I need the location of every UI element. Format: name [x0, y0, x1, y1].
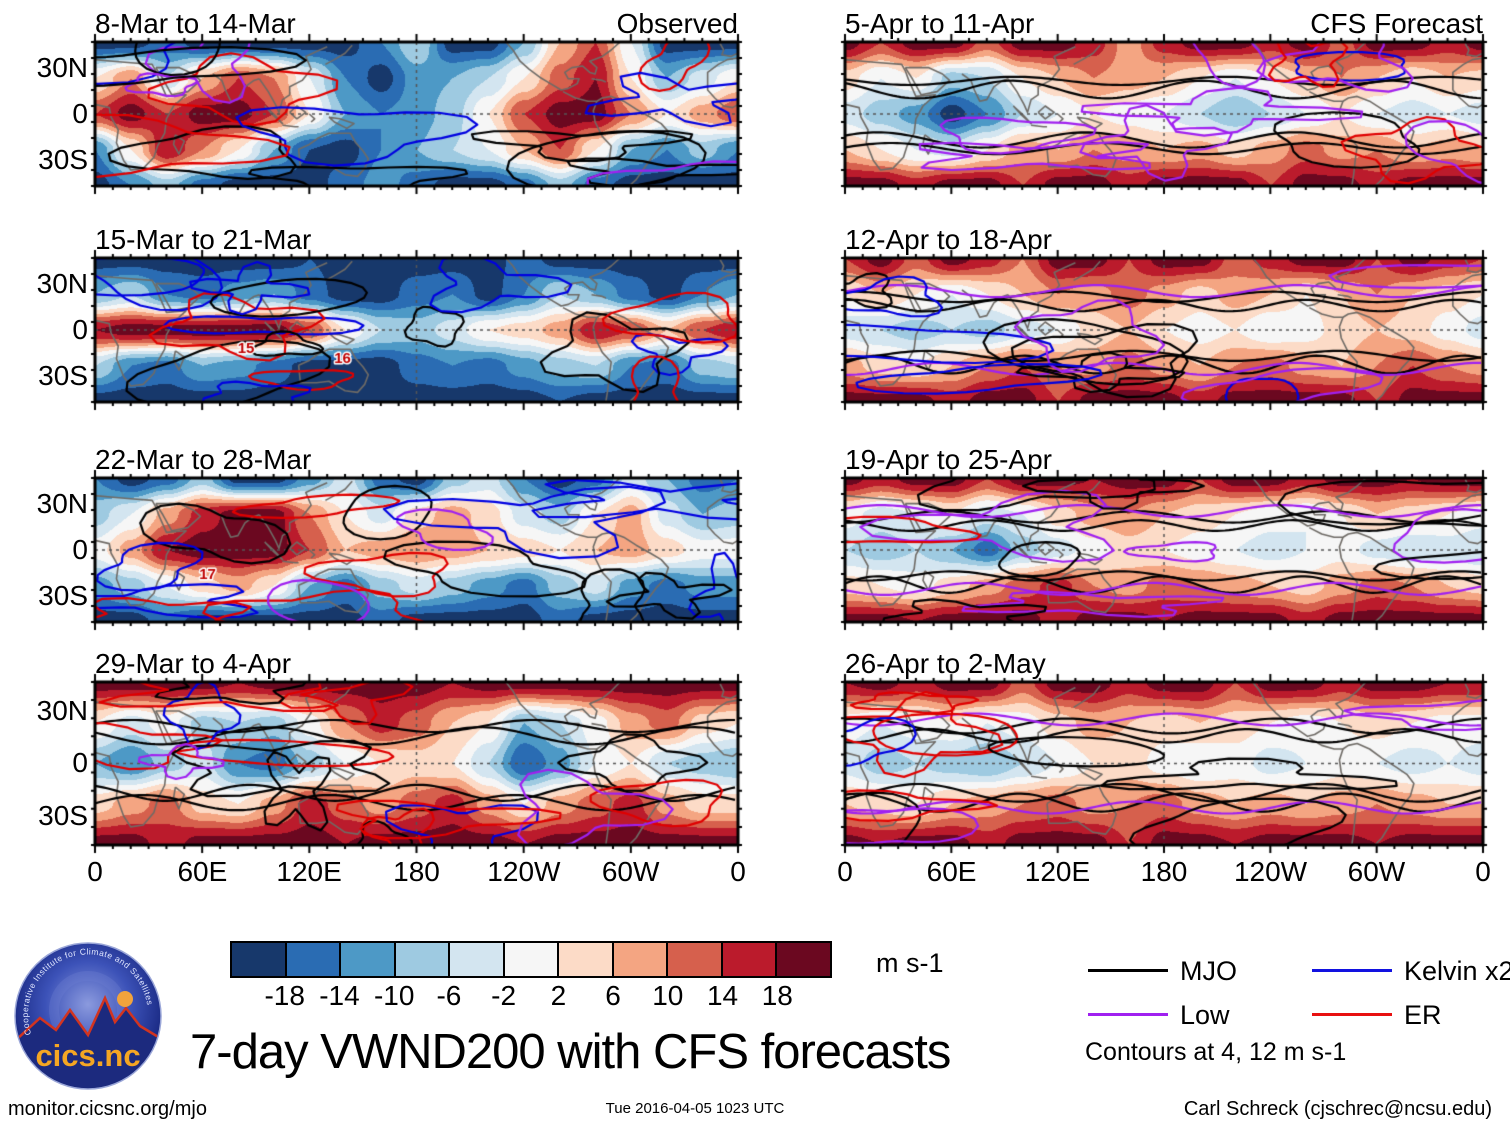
legend-label-kelvin: Kelvin x2 — [1404, 956, 1510, 986]
y-tick-label: 30N — [36, 52, 88, 83]
logo-wordmark: cics.nc — [35, 1038, 140, 1073]
colorbar — [230, 941, 832, 978]
x-tick-label: 60E — [926, 856, 977, 887]
map-canvas-forecast-week2 — [835, 248, 1493, 412]
x-axis-labels-left: 0 60E 120E 180 120W 60W 0 — [87, 856, 746, 890]
colorbar-cell — [613, 943, 669, 976]
x-tick-label: 180 — [393, 856, 440, 887]
x-tick-label: 0 — [730, 856, 746, 887]
y-tick-label: 30S — [38, 800, 88, 831]
logo-ridge-line — [16, 994, 160, 1041]
colorbar-tick-label: -18 — [264, 980, 305, 1011]
y-tick-label: 30N — [36, 695, 88, 726]
y-tick-label: 0 — [72, 747, 88, 778]
map-canvas-observed-week1 — [85, 32, 748, 196]
legend-label-low: Low — [1180, 1000, 1230, 1030]
colorbar-cell — [504, 943, 560, 976]
legend-label-er: ER — [1404, 1000, 1442, 1030]
colorbar-tick-label: -2 — [491, 980, 517, 1011]
x-tick-label: 120W — [1233, 856, 1308, 887]
x-axis-labels-right: 0 60E 120E 180 120W 60W 0 — [837, 856, 1491, 890]
x-tick-label: 60E — [177, 856, 228, 887]
x-tick-label: 120W — [487, 856, 561, 887]
colorbar-cell — [559, 943, 614, 976]
legend-line-low — [1088, 1013, 1168, 1016]
x-tick-label: 60W — [601, 856, 660, 887]
colorbar-tick-label: 18 — [761, 980, 793, 1011]
colorbar-cell — [450, 943, 505, 976]
colorbar-cell — [395, 943, 451, 976]
footer-author: Carl Schreck (cjschrec@ncsu.edu) — [1183, 1098, 1492, 1120]
colorbar-cell — [777, 943, 831, 976]
y-tick-label: 0 — [72, 534, 88, 565]
x-tick-label: 0 — [837, 856, 853, 887]
x-tick-label: 0 — [87, 856, 103, 887]
map-canvas-observed-week2 — [85, 248, 748, 412]
x-tick-label: 0 — [1475, 856, 1491, 887]
colorbar-tick-label: 2 — [550, 980, 567, 1011]
legend-label-mjo: MJO — [1180, 956, 1237, 986]
map-canvas-observed-week4 — [85, 672, 748, 855]
x-tick-label: 60W — [1347, 856, 1406, 887]
colorbar-tick-label: 14 — [706, 980, 739, 1011]
y-tick-label: 30N — [36, 268, 88, 299]
colorbar-cell — [341, 943, 396, 976]
legend-line-er — [1312, 1013, 1392, 1016]
figure-title: 7-day VWND200 with CFS forecasts — [190, 1025, 951, 1079]
colorbar-tick-label: -10 — [373, 980, 415, 1011]
map-canvas-forecast-week3 — [835, 468, 1493, 632]
y-tick-label: 30N — [36, 488, 88, 519]
logo-mountains — [16, 998, 160, 1088]
legend-note: Contours at 4, 12 m s-1 — [1085, 1038, 1347, 1066]
colorbar-cell — [286, 943, 342, 976]
y-tick-label: 30S — [38, 144, 88, 175]
x-tick-label: 180 — [1140, 856, 1188, 887]
x-tick-label: 120E — [1024, 856, 1091, 887]
colorbar-cell — [668, 943, 723, 976]
legend-line-mjo — [1088, 969, 1168, 972]
colorbar-tick-label: 6 — [605, 980, 621, 1011]
footer-timestamp: Tue 2016-04-05 1023 UTC — [605, 1100, 785, 1117]
colorbar-cell — [232, 943, 287, 976]
legend-line-kelvin — [1312, 969, 1392, 972]
logo-sun — [117, 991, 133, 1007]
colorbar-tick-label: -6 — [436, 980, 462, 1011]
y-tick-label: 0 — [72, 314, 88, 345]
y-tick-label: 30S — [38, 580, 88, 611]
y-tick-label: 0 — [72, 98, 88, 129]
map-canvas-forecast-week1 — [835, 32, 1493, 196]
cicsnc-logo: Cooperative Institute for Climate and Sa… — [14, 942, 162, 1090]
map-canvas-observed-week3 — [85, 468, 748, 632]
colorbar-tick-label: 10 — [652, 980, 684, 1011]
colorbar-tick-label: -14 — [319, 980, 360, 1011]
x-tick-label: 120E — [276, 856, 342, 887]
colorbar-unit: m s-1 — [876, 948, 944, 978]
colorbar-ticks: -18 -14 -10 -6 -2 2 6 10 14 18 — [230, 980, 832, 1012]
map-canvas-forecast-week4 — [835, 672, 1493, 855]
footer-url: monitor.cicsnc.org/mjo — [8, 1098, 207, 1120]
colorbar-cell — [722, 943, 778, 976]
y-tick-label: 30S — [38, 360, 88, 391]
